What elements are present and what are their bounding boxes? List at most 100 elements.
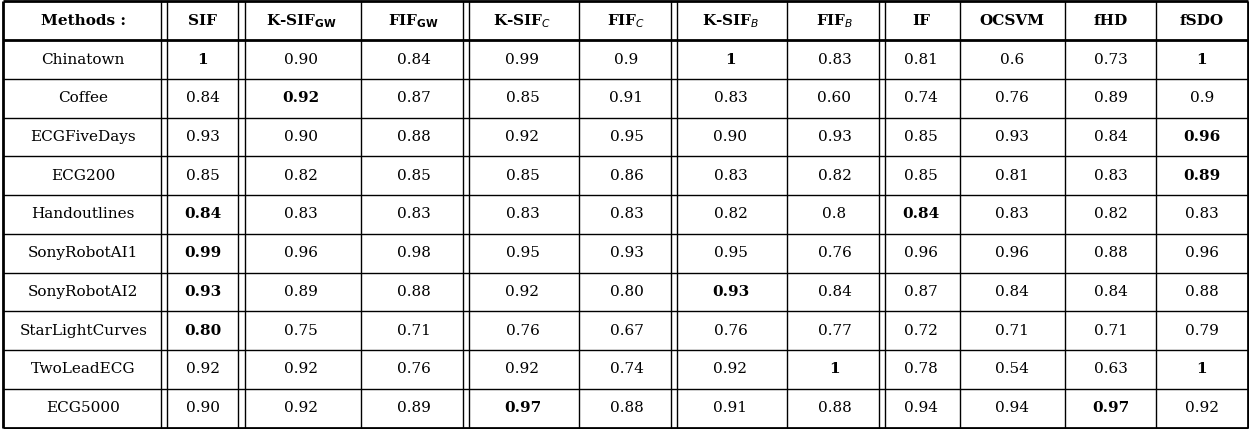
Text: 1: 1 [1197, 363, 1208, 377]
Text: 0.84: 0.84 [902, 208, 939, 221]
Text: SonyRobotAI1: SonyRobotAI1 [29, 246, 139, 260]
Text: 0.83: 0.83 [610, 208, 643, 221]
Text: 0.81: 0.81 [995, 169, 1029, 183]
Text: 0.84: 0.84 [186, 91, 220, 105]
Text: ECG200: ECG200 [51, 169, 115, 183]
Text: 0.88: 0.88 [1094, 246, 1128, 260]
Text: 0.82: 0.82 [285, 169, 318, 183]
Text: ECGFiveDays: ECGFiveDays [30, 130, 136, 144]
Text: 0.97: 0.97 [1092, 401, 1129, 415]
Text: SonyRobotAI2: SonyRobotAI2 [29, 285, 139, 299]
Text: 1: 1 [1197, 52, 1208, 66]
Text: OCSVM: OCSVM [979, 14, 1044, 28]
Text: 0.9: 0.9 [615, 52, 638, 66]
Text: 0.93: 0.93 [184, 285, 221, 299]
Text: 0.74: 0.74 [904, 91, 938, 105]
Text: 0.54: 0.54 [995, 363, 1029, 377]
Text: 0.86: 0.86 [610, 169, 643, 183]
Text: 0.83: 0.83 [285, 208, 318, 221]
Text: 0.84: 0.84 [184, 208, 221, 221]
Text: 0.89: 0.89 [1183, 169, 1220, 183]
Text: Methods :: Methods : [41, 14, 126, 28]
Text: 0.93: 0.93 [712, 285, 749, 299]
Text: 0.85: 0.85 [904, 169, 938, 183]
Text: K-SIF$_{\mathbf{GW}}$: K-SIF$_{\mathbf{GW}}$ [266, 12, 336, 30]
Text: 0.76: 0.76 [818, 246, 852, 260]
Text: 1: 1 [726, 52, 736, 66]
Text: 0.90: 0.90 [284, 52, 318, 66]
Text: 0.92: 0.92 [186, 363, 220, 377]
Text: 0.92: 0.92 [284, 401, 318, 415]
Text: 0.84: 0.84 [818, 285, 852, 299]
Text: 0.84: 0.84 [1094, 130, 1128, 144]
Text: 0.89: 0.89 [285, 285, 318, 299]
Text: 0.83: 0.83 [1094, 169, 1128, 183]
Text: 0.85: 0.85 [186, 169, 220, 183]
Text: 0.63: 0.63 [1094, 363, 1128, 377]
Text: 0.92: 0.92 [506, 363, 540, 377]
Text: 0.91: 0.91 [713, 401, 747, 415]
Text: 0.74: 0.74 [610, 363, 643, 377]
Text: 0.90: 0.90 [284, 130, 318, 144]
Text: 0.67: 0.67 [610, 324, 643, 338]
Text: fHD: fHD [1093, 14, 1128, 28]
Text: 0.76: 0.76 [397, 363, 431, 377]
Text: 0.85: 0.85 [904, 130, 938, 144]
Text: 0.88: 0.88 [397, 285, 431, 299]
Text: K-SIF$_C$: K-SIF$_C$ [493, 12, 552, 30]
Text: 0.88: 0.88 [397, 130, 431, 144]
Text: 0.71: 0.71 [397, 324, 431, 338]
Text: 0.82: 0.82 [818, 169, 852, 183]
Text: 0.93: 0.93 [610, 246, 643, 260]
Text: 0.83: 0.83 [713, 91, 747, 105]
Text: 0.83: 0.83 [713, 169, 747, 183]
Text: 0.80: 0.80 [184, 324, 221, 338]
Text: 0.78: 0.78 [904, 363, 938, 377]
Text: 0.97: 0.97 [503, 401, 541, 415]
Text: 0.96: 0.96 [904, 246, 938, 260]
Text: 0.71: 0.71 [995, 324, 1029, 338]
Text: 0.93: 0.93 [995, 130, 1029, 144]
Text: 0.89: 0.89 [1094, 91, 1128, 105]
Text: 1: 1 [197, 52, 209, 66]
Text: 0.85: 0.85 [506, 169, 540, 183]
Text: 0.83: 0.83 [818, 52, 852, 66]
Text: 0.79: 0.79 [1185, 324, 1219, 338]
Text: 0.81: 0.81 [904, 52, 938, 66]
Text: FIF$_B$: FIF$_B$ [816, 12, 853, 30]
Text: IF: IF [912, 14, 929, 28]
Text: 0.98: 0.98 [397, 246, 431, 260]
Text: 0.90: 0.90 [186, 401, 220, 415]
Text: Coffee: Coffee [59, 91, 109, 105]
Text: 0.8: 0.8 [822, 208, 847, 221]
Text: 0.9: 0.9 [1190, 91, 1214, 105]
Text: 0.85: 0.85 [506, 91, 540, 105]
Text: 0.83: 0.83 [506, 208, 540, 221]
Text: 0.93: 0.93 [186, 130, 220, 144]
Text: 0.75: 0.75 [285, 324, 318, 338]
Text: 0.6: 0.6 [1000, 52, 1024, 66]
Text: 0.84: 0.84 [1094, 285, 1128, 299]
Text: 0.96: 0.96 [284, 246, 318, 260]
Text: ECG5000: ECG5000 [46, 401, 120, 415]
Text: 0.76: 0.76 [713, 324, 747, 338]
Text: 0.89: 0.89 [397, 401, 431, 415]
Text: 0.92: 0.92 [713, 363, 747, 377]
Text: 0.82: 0.82 [713, 208, 747, 221]
Text: 0.88: 0.88 [818, 401, 852, 415]
Text: 0.76: 0.76 [995, 91, 1029, 105]
Text: 0.90: 0.90 [713, 130, 747, 144]
Text: 0.92: 0.92 [1185, 401, 1219, 415]
Text: StarLightCurves: StarLightCurves [20, 324, 147, 338]
Text: 0.84: 0.84 [995, 285, 1029, 299]
Text: 0.92: 0.92 [284, 363, 318, 377]
Text: 0.88: 0.88 [610, 401, 643, 415]
Text: Chinatown: Chinatown [41, 52, 125, 66]
Text: 0.95: 0.95 [713, 246, 747, 260]
Text: 0.96: 0.96 [995, 246, 1029, 260]
Text: 0.71: 0.71 [1094, 324, 1128, 338]
Text: 0.85: 0.85 [397, 169, 431, 183]
Text: Handoutlines: Handoutlines [31, 208, 135, 221]
Text: 0.82: 0.82 [1094, 208, 1128, 221]
Text: 1: 1 [829, 363, 839, 377]
